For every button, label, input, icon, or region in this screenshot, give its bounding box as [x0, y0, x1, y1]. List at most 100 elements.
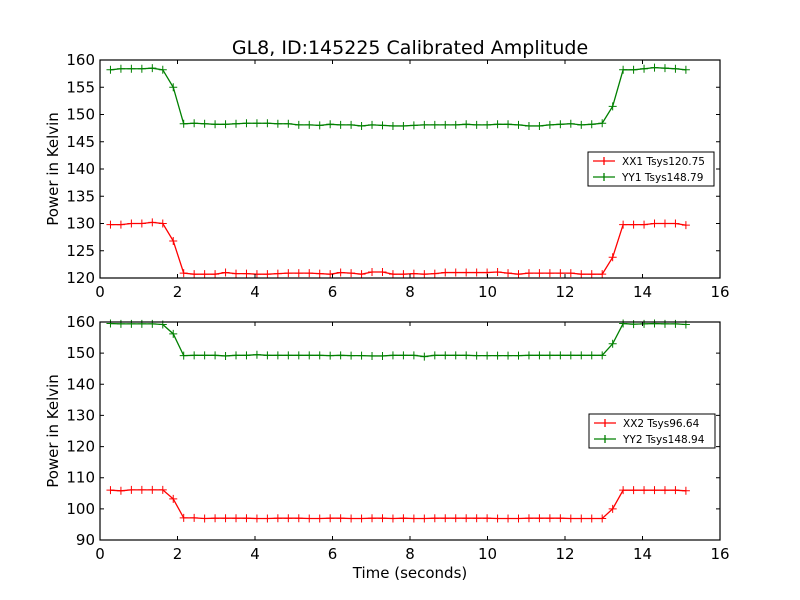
- data-point-marker: [577, 270, 586, 279]
- legend-box: [588, 413, 716, 449]
- data-point-marker: [608, 504, 617, 513]
- y-tick-label: 140: [66, 160, 95, 178]
- data-point-marker: [409, 269, 418, 278]
- data-point-marker: [514, 120, 523, 129]
- data-point-marker: [336, 120, 345, 129]
- data-point-marker: [399, 270, 408, 279]
- data-point-marker: [242, 514, 251, 523]
- data-point-marker: [378, 351, 387, 360]
- data-point-marker: [315, 351, 324, 360]
- data-point-marker: [273, 351, 282, 360]
- data-point-marker: [211, 351, 220, 360]
- data-point-marker: [305, 269, 314, 278]
- x-tick-label: 12: [555, 283, 574, 301]
- series-line-yy2: [110, 322, 686, 358]
- data-point-marker: [294, 514, 303, 523]
- x-tick-label: 6: [328, 283, 338, 301]
- data-point-marker: [504, 514, 513, 523]
- data-point-marker: [169, 83, 178, 92]
- data-point-marker: [106, 486, 115, 495]
- data-point-marker: [273, 514, 282, 523]
- data-point-marker: [190, 513, 199, 522]
- data-point-marker: [577, 351, 586, 360]
- x-tick-label: 0: [95, 283, 105, 301]
- y-tick-label: 130: [66, 215, 95, 233]
- data-point-marker: [650, 486, 659, 495]
- data-point-marker: [472, 514, 481, 523]
- data-point-marker: [472, 268, 481, 277]
- data-point-marker: [263, 351, 272, 360]
- data-point-marker: [504, 351, 513, 360]
- x-tick-label: 4: [250, 545, 260, 563]
- x-tick-label: 14: [633, 283, 652, 301]
- legend-label: YY1 Tsys148.79: [621, 172, 703, 184]
- data-point-marker: [524, 514, 533, 523]
- data-point-marker: [232, 119, 241, 128]
- series-line-xx2: [110, 489, 686, 520]
- data-point-marker: [430, 269, 439, 278]
- data-point-marker: [336, 514, 345, 523]
- data-point-marker: [472, 120, 481, 129]
- y-tick-label: 110: [66, 469, 95, 487]
- data-point-marker: [587, 514, 596, 523]
- y-tick-label: 130: [66, 406, 95, 424]
- y-tick-label: 135: [66, 187, 95, 205]
- data-point-marker: [284, 514, 293, 523]
- bottom-xlabel: Time (seconds): [352, 564, 468, 582]
- data-point-marker: [399, 121, 408, 130]
- y-tick-label: 140: [66, 375, 95, 393]
- data-point-marker: [158, 485, 167, 494]
- data-point-marker: [357, 351, 366, 360]
- data-point-marker: [483, 351, 492, 360]
- y-tick-label: 155: [66, 78, 95, 96]
- data-point-marker: [357, 121, 366, 130]
- data-point-marker: [660, 64, 669, 73]
- data-point-marker: [326, 514, 335, 523]
- data-point-marker: [326, 120, 335, 129]
- legend-swatch: [594, 435, 616, 443]
- legend-swatch: [594, 419, 616, 427]
- data-point-marker: [535, 269, 544, 278]
- data-point-marker: [660, 319, 669, 328]
- data-point-marker: [556, 269, 565, 278]
- x-tick-label: 2: [173, 545, 183, 563]
- y-tick-label: 150: [66, 344, 95, 362]
- data-point-marker: [483, 120, 492, 129]
- data-point-marker: [524, 269, 533, 278]
- data-point-marker: [514, 270, 523, 279]
- data-point-marker: [169, 236, 178, 245]
- data-point-marker: [640, 319, 649, 328]
- data-point-marker: [545, 351, 554, 360]
- data-point-marker: [357, 514, 366, 523]
- top-ylabel: Power in Kelvin: [44, 112, 62, 226]
- data-point-marker: [493, 514, 502, 523]
- data-point-marker: [566, 269, 575, 278]
- data-point-marker: [211, 120, 220, 129]
- data-point-marker: [158, 65, 167, 74]
- legend-swatch: [593, 157, 615, 165]
- data-point-marker: [179, 119, 188, 128]
- data-point-marker: [409, 121, 418, 130]
- data-point-marker: [158, 219, 167, 228]
- data-point-marker: [116, 319, 125, 328]
- data-point-marker: [148, 319, 157, 328]
- data-point-marker: [200, 119, 209, 128]
- data-point-marker: [148, 218, 157, 227]
- data-point-marker: [232, 351, 241, 360]
- data-point-marker: [545, 269, 554, 278]
- data-point-marker: [347, 269, 356, 278]
- data-point-marker: [179, 351, 188, 360]
- data-point-marker: [441, 120, 450, 129]
- data-point-marker: [106, 220, 115, 229]
- data-point-marker: [420, 120, 429, 129]
- data-point-marker: [252, 350, 261, 359]
- series-line-xx1: [110, 221, 687, 275]
- x-tick-label: 10: [478, 545, 497, 563]
- data-point-marker: [200, 351, 209, 360]
- data-point-marker: [441, 514, 450, 523]
- data-point-marker: [399, 514, 408, 523]
- data-point-marker: [127, 64, 136, 73]
- x-tick-label: 16: [710, 545, 729, 563]
- data-point-marker: [598, 270, 607, 279]
- bottom-axes: Power in Kelvin Time (seconds) 0 2 4 6 8 10 12…: [44, 313, 730, 582]
